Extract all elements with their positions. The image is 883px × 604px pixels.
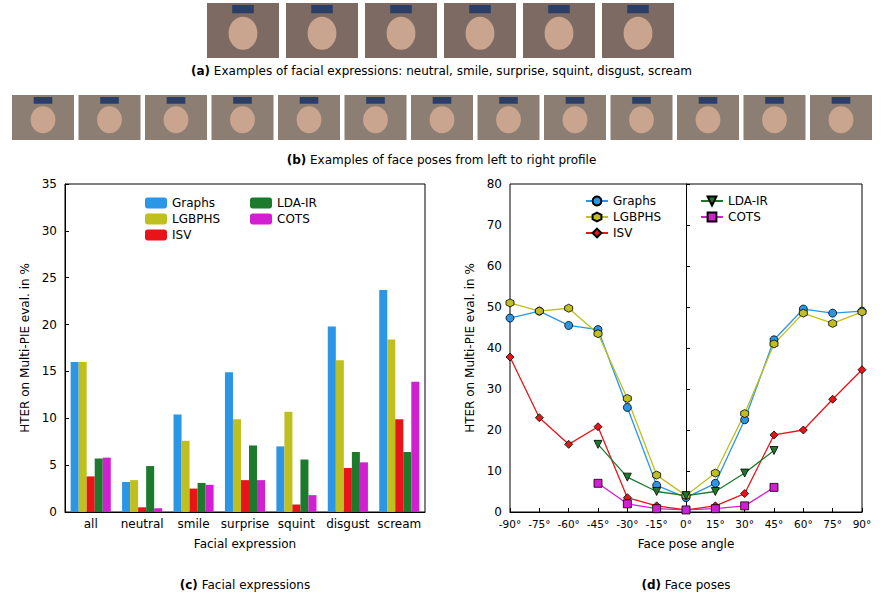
svg-text:5: 5 xyxy=(49,458,57,472)
svg-text:20: 20 xyxy=(487,423,502,437)
svg-text:25: 25 xyxy=(42,271,57,285)
svg-text:20: 20 xyxy=(42,318,57,332)
svg-text:45°: 45° xyxy=(765,518,784,530)
svg-text:Facial expression: Facial expression xyxy=(194,537,296,551)
svg-text:COTS: COTS xyxy=(728,210,761,224)
svg-text:Face pose angle: Face pose angle xyxy=(638,537,735,551)
svg-text:30°: 30° xyxy=(735,518,754,530)
svg-text:Graphs: Graphs xyxy=(613,194,656,208)
html-text:(c) Facial expressions: (c) Facial expressions xyxy=(179,578,311,592)
svg-text:90°: 90° xyxy=(853,518,872,530)
html-text:(a) Examples of facial express: (a) Examples of facial expressions: neut… xyxy=(191,64,692,78)
svg-text:60°: 60° xyxy=(794,518,813,530)
svg-text:COTS: COTS xyxy=(277,212,310,226)
svg-text:0: 0 xyxy=(494,505,502,519)
svg-text:scream: scream xyxy=(377,517,421,531)
svg-text:all: all xyxy=(84,517,98,531)
svg-text:ISV: ISV xyxy=(613,226,633,240)
svg-text:-45°: -45° xyxy=(587,518,609,530)
svg-text:80: 80 xyxy=(487,177,502,191)
svg-text:-90°: -90° xyxy=(499,518,521,530)
svg-text:10: 10 xyxy=(42,411,57,425)
svg-text:Graphs: Graphs xyxy=(172,196,215,210)
svg-text:-30°: -30° xyxy=(616,518,638,530)
svg-text:HTER on Multi-PIE eval. in %: HTER on Multi-PIE eval. in % xyxy=(18,263,32,433)
svg-text:30: 30 xyxy=(42,224,57,238)
svg-text:70: 70 xyxy=(487,218,502,232)
svg-text:smile: smile xyxy=(178,517,210,531)
svg-text:ISV: ISV xyxy=(172,228,192,242)
svg-text:-60°: -60° xyxy=(557,518,579,530)
svg-text:15°: 15° xyxy=(706,518,725,530)
svg-text:40: 40 xyxy=(487,341,502,355)
svg-text:surprise: surprise xyxy=(221,517,269,531)
html-text:(b) Examples of face poses fro: (b) Examples of face poses from left to … xyxy=(286,153,597,167)
svg-text:15: 15 xyxy=(42,364,57,378)
svg-text:LGBPHS: LGBPHS xyxy=(172,212,220,226)
svg-text:HTER on Multi-PIE eval. in %: HTER on Multi-PIE eval. in % xyxy=(463,263,477,433)
svg-text:disgust: disgust xyxy=(326,517,370,531)
svg-text:-15°: -15° xyxy=(645,518,667,530)
html-text:(d) Face poses: (d) Face poses xyxy=(641,578,731,592)
svg-text:LDA-IR: LDA-IR xyxy=(277,196,317,210)
svg-text:0: 0 xyxy=(49,505,57,519)
svg-text:30: 30 xyxy=(487,382,502,396)
svg-text:0°: 0° xyxy=(680,518,692,530)
svg-text:LDA-IR: LDA-IR xyxy=(728,194,768,208)
svg-text:35: 35 xyxy=(42,177,57,191)
svg-text:60: 60 xyxy=(487,259,502,273)
svg-text:LGBPHS: LGBPHS xyxy=(613,210,661,224)
svg-text:10: 10 xyxy=(487,464,502,478)
svg-text:squint: squint xyxy=(278,517,315,531)
svg-text:75°: 75° xyxy=(823,518,842,530)
svg-text:neutral: neutral xyxy=(121,517,164,531)
svg-text:50: 50 xyxy=(487,300,502,314)
svg-text:-75°: -75° xyxy=(528,518,550,530)
